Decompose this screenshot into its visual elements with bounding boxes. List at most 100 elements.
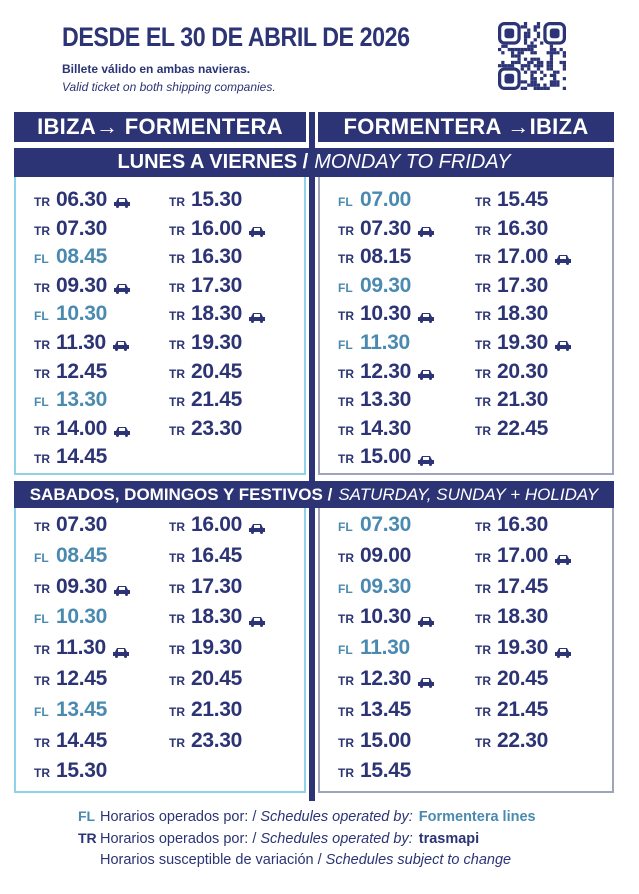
operator-code: TR [338,309,354,324]
departure-time: 17.30 [497,273,549,297]
operator-code: TR [475,643,491,658]
operator-code: TR [169,581,185,596]
footer-tr: TR Horarios operados por: / Schedules ope… [78,830,479,847]
departure-time: 18.30 [497,605,549,629]
operator-code: TR [338,223,354,238]
car-icon [249,616,266,627]
departure: TR 15.45 [338,759,475,790]
departure-time: 18.30 [191,605,243,629]
departure-time: 15.45 [360,759,412,783]
operator-code: TR [34,735,50,750]
operator-code: FL [34,612,49,627]
departure: TR 11.30 [34,331,169,360]
divider [309,177,315,481]
operator-code: FL [34,252,49,267]
car-icon [555,341,572,352]
page-title: DESDE EL 30 DE ABRIL DE 2026 [62,22,410,52]
departure-time: 08.15 [360,245,412,269]
departure: FL 13.30 [34,388,169,417]
departure-time: 13.45 [56,697,108,721]
departure: TR 22.45 [475,417,612,446]
departure: TR 19.30 [475,636,612,667]
operator-code: TR [34,423,50,438]
schedule-column: TR 16.00 TR 16.45 TR 17.30 TR 18.30 TR 19.30 TR 20.… [169,513,304,791]
departure: TR 17.30 [169,274,304,303]
schedule-column: TR 15.30 TR 16.00 TR 16.30 TR 17.30 TR 18.30 TR 19.… [169,188,304,473]
schedule-column: TR 07.30 FL 08.45 TR 09.30 FL 10.30 TR 11.30 TR 12.… [34,513,169,791]
departure-time: 14.45 [56,445,108,469]
operator-code: TR [475,337,491,352]
departure: FL 07.00 [338,188,475,217]
operator-code: TR [475,520,491,534]
operator-code: TR [338,766,354,781]
departure: TR 23.30 [169,729,304,760]
operator-code: TR [169,337,185,352]
departure: TR 16.00 [169,513,304,544]
departure-time: 20.45 [191,359,243,383]
departure-time: 15.00 [360,445,412,469]
departure-time: 09.30 [360,273,412,297]
departure-time: 19.30 [191,330,243,354]
operator-code: FL [34,550,49,565]
departure-time: 11.30 [360,330,410,354]
departure-time: 23.30 [191,728,243,752]
operator-code: FL [338,643,353,658]
departure-time: 09.00 [360,543,412,567]
operator-code: TR [169,550,185,565]
departure-time: 14.30 [360,416,412,440]
subtitle-en: Valid ticket on both shipping companies. [62,80,276,94]
tr-text-es: Horarios operados por: / [100,831,257,847]
qr-code-icon[interactable] [498,22,566,90]
operator-code: TR [475,223,491,238]
departure: TR 19.30 [169,636,304,667]
departure-time: 15.45 [497,188,549,211]
subtitle-es: Billete válido en ambas navieras. [62,62,251,76]
departure: TR 07.30 [338,217,475,246]
operator-code: FL [34,704,49,719]
departure-time: 08.45 [56,245,108,269]
departure-time: 10.30 [56,605,108,629]
departure-time: 12.30 [360,359,412,383]
departure-time: 17.45 [497,574,549,598]
weekend-label-es: SABADOS, DOMINGOS Y FESTIVOS / [29,484,333,504]
departure-time: 17.30 [191,574,243,598]
divider [309,112,315,148]
departure: TR 17.30 [169,575,304,606]
departure-time: 15.00 [360,728,412,752]
departure-time: 12.30 [360,666,412,690]
departure-time: 16.30 [497,216,549,240]
tr-code: TR [78,830,97,846]
operator-code: TR [34,643,50,658]
departure-time: 19.30 [191,636,243,660]
departure: TR 20.30 [475,360,612,389]
weekend-label-en: SATURDAY, SUNDAY + HOLIDAY [338,484,599,504]
operator-code: TR [338,735,354,750]
departure-time: 23.30 [191,416,243,440]
departure-time: 07.30 [360,216,412,240]
departure-time: 16.00 [191,513,243,536]
operator-code: TR [475,280,491,295]
weekday-label-en: MONDAY TO FRIDAY [314,151,511,173]
departure-time: 13.30 [56,388,108,412]
departure: TR 16.30 [169,245,304,274]
car-icon [112,647,129,658]
weekday-banner: LUNES A VIERNES / MONDAY TO FRIDAY [14,148,614,177]
note-es: Horarios susceptible de variación / [100,852,322,868]
departure: FL 09.30 [338,575,475,606]
departure: FL 10.30 [34,302,169,331]
departure-time: 11.30 [56,330,106,354]
car-icon [418,616,435,627]
departure-time: 16.45 [191,543,243,567]
departure: TR 18.30 [475,605,612,636]
departure-time: 13.45 [360,697,412,721]
operator-code: TR [338,673,354,688]
operator-code: TR [34,280,50,295]
operator-code: TR [169,643,185,658]
car-icon [249,524,266,535]
operator-code: TR [169,612,185,627]
departure-time: 15.30 [56,759,108,783]
departure: FL 07.30 [338,513,475,544]
operator-code: FL [338,280,353,295]
departure-time: 20.30 [497,359,549,383]
tr-text-en: Schedules operated by: [260,831,413,847]
